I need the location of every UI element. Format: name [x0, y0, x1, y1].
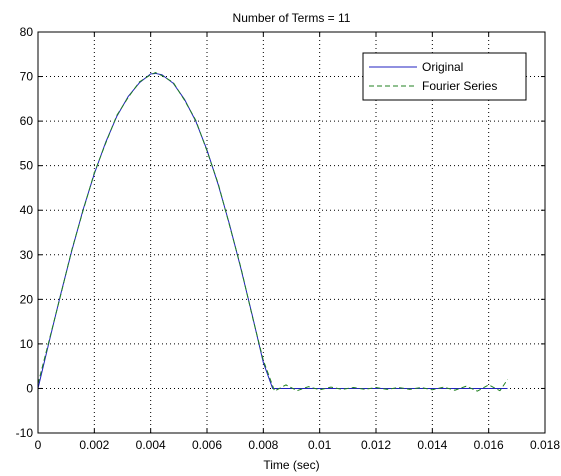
y-tick-label: 30: [20, 248, 34, 262]
legend-label: Original: [422, 60, 463, 74]
y-tick-label: 60: [20, 114, 34, 128]
y-tick-label: 0: [26, 381, 33, 395]
x-tick-label: 0.018: [530, 438, 560, 452]
legend: Original Fourier Series: [362, 52, 527, 101]
x-tick-label: 0.008: [248, 438, 278, 452]
y-tick-label: 40: [20, 203, 34, 217]
y-tick-label: 10: [20, 337, 34, 351]
y-tick-label: 20: [20, 292, 34, 306]
grid-lines: [38, 32, 545, 433]
legend-label: Fourier Series: [422, 79, 497, 93]
y-tick-label: -10: [16, 426, 34, 440]
chart-title: Number of Terms = 11: [233, 11, 351, 25]
x-tick-label: 0.006: [192, 438, 222, 452]
axes-frame: [37, 31, 546, 434]
x-tick-label: 0.016: [474, 438, 504, 452]
axis-ticks: 0 0.002 0.004 0.006 0.008 0.01 0.012 0.014 0.016…: [16, 25, 561, 452]
x-tick-label: 0.002: [79, 438, 109, 452]
y-tick-label: 80: [20, 25, 34, 39]
y-tick-label: 50: [20, 159, 34, 173]
x-tick-label: 0.004: [136, 438, 166, 452]
series-line-fourier-series: [37, 72, 508, 392]
x-axis-label: Time (sec): [263, 458, 319, 472]
x-tick-label: 0.01: [308, 438, 332, 452]
y-tick-label: 70: [20, 70, 34, 84]
series-lines: [37, 72, 508, 392]
x-tick-label: 0.014: [417, 438, 447, 452]
x-tick-label: 0: [35, 438, 42, 452]
x-tick-label: 0.012: [361, 438, 391, 452]
legend-box: [362, 52, 527, 101]
